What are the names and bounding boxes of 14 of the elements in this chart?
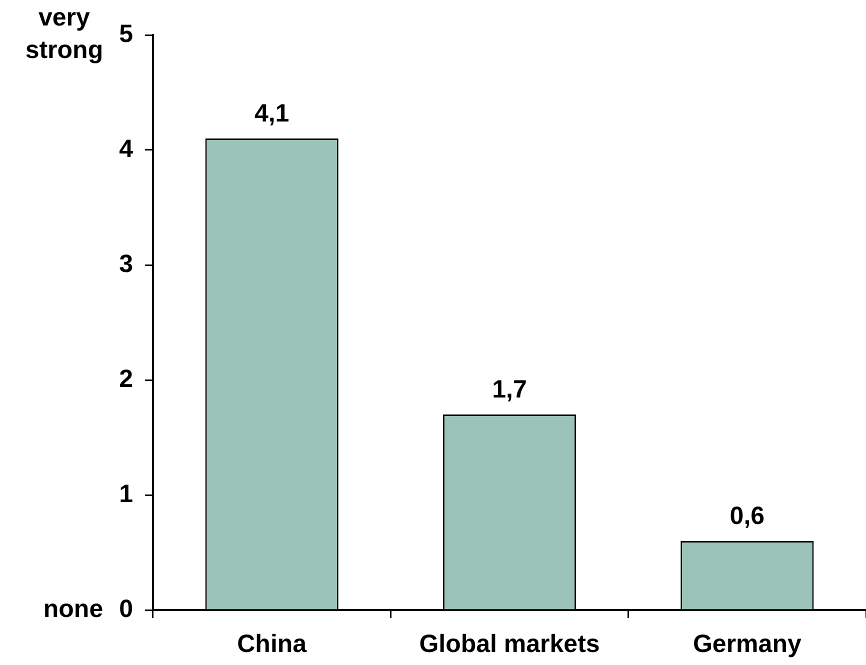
text: very strong	[25, 4, 104, 64]
y-tick-label: 4	[119, 134, 134, 163]
x-tick-label: China	[237, 630, 308, 658]
y-tick-label: 2	[119, 364, 133, 393]
y-tick-label: 3	[119, 250, 133, 278]
data-label: 1,7	[492, 376, 527, 404]
text: none	[43, 594, 104, 623]
y-tick-label: 1	[119, 480, 134, 508]
data-label: 4,1	[254, 100, 290, 128]
x-tick-label: Global markets	[419, 630, 600, 658]
x-tick-label: Germany	[692, 630, 802, 658]
y-tick-label: 5	[119, 20, 134, 48]
data-label: 0,6	[730, 502, 765, 530]
y-tick-label: 0	[119, 594, 133, 623]
